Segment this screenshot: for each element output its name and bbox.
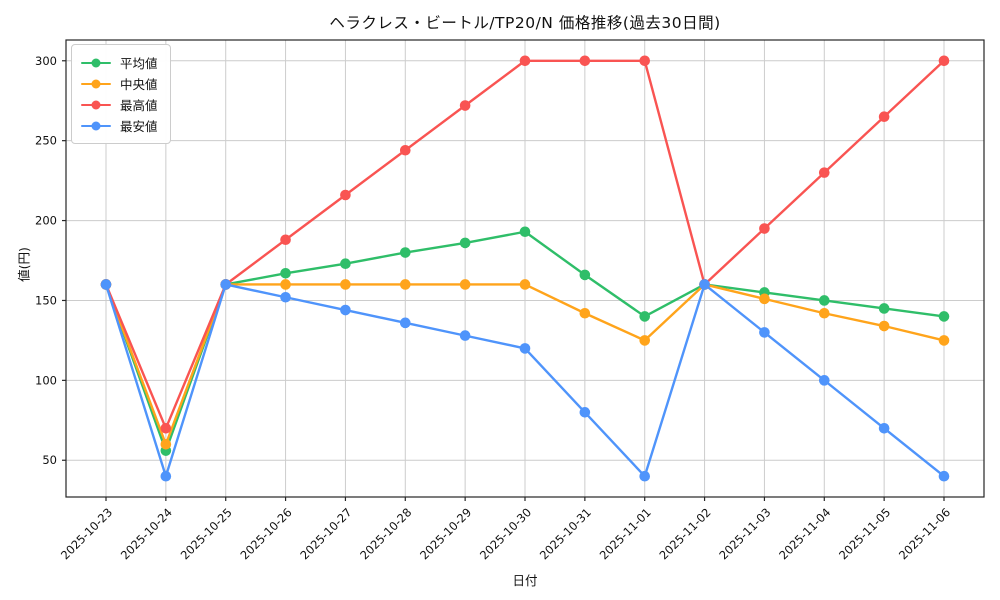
- x-tick-label: 2025-11-04: [776, 505, 833, 562]
- data-point-average: [878, 303, 890, 314]
- data-point-max: [280, 234, 291, 246]
- data-point-max: [160, 422, 172, 434]
- data-point-average: [579, 269, 591, 281]
- legend-item-median: 中央値: [81, 73, 158, 94]
- legend-item-average: 平均値: [81, 52, 158, 73]
- data-point-median: [938, 335, 950, 346]
- data-point-median: [579, 307, 591, 319]
- x-tick-label: 2025-10-28: [357, 505, 414, 562]
- x-tick-label: 2025-10-23: [58, 505, 115, 562]
- x-tick-label: 2025-11-05: [836, 505, 893, 562]
- x-tick-label: 2025-11-01: [597, 505, 654, 562]
- x-tick-label: 2025-11-02: [657, 505, 714, 562]
- data-point-min: [938, 470, 950, 482]
- data-point-max: [878, 111, 890, 122]
- tick-marks: [62, 60, 945, 501]
- data-point-average: [639, 311, 651, 322]
- data-point-min: [579, 407, 591, 418]
- data-point-min: [519, 343, 531, 354]
- y-tick-label: 100: [35, 373, 57, 387]
- data-point-min: [878, 422, 890, 434]
- legend-label-average: 平均値: [120, 56, 158, 71]
- data-point-min: [459, 330, 471, 341]
- data-point-median: [759, 293, 770, 305]
- series-min: [100, 279, 950, 482]
- x-tick-label: 2025-10-24: [118, 505, 175, 562]
- data-point-median: [160, 438, 172, 450]
- data-point-average: [340, 258, 351, 270]
- data-point-max: [639, 55, 651, 67]
- x-tick-label: 2025-11-03: [716, 505, 773, 562]
- y-tick-label: 300: [35, 54, 57, 68]
- x-tick-label: 2025-10-30: [477, 505, 534, 562]
- data-point-average: [459, 237, 471, 249]
- legend-dot-icon: [91, 121, 101, 130]
- legend-dot-icon: [91, 100, 101, 109]
- data-point-max: [938, 55, 950, 67]
- y-tick-label: 150: [35, 293, 57, 307]
- x-axis-label: 日付: [512, 573, 538, 588]
- data-point-max: [579, 55, 591, 67]
- data-point-min: [759, 327, 770, 338]
- legend-swatch-min: [81, 121, 111, 130]
- data-point-min: [699, 279, 710, 290]
- x-tick-label: 2025-10-25: [178, 505, 235, 562]
- data-point-min: [100, 279, 112, 290]
- data-point-min: [280, 291, 291, 303]
- data-point-max: [519, 55, 531, 67]
- data-point-median: [399, 279, 411, 290]
- data-point-max: [459, 100, 471, 111]
- data-point-max: [399, 144, 411, 156]
- legend-swatch-average: [81, 58, 111, 67]
- data-point-max: [759, 223, 770, 234]
- legend-label-min: 最安値: [120, 119, 158, 134]
- grid: [66, 40, 984, 497]
- data-point-median: [878, 320, 890, 332]
- data-point-min: [340, 304, 351, 316]
- data-point-min: [639, 470, 651, 482]
- legend-item-max: 最高値: [81, 94, 158, 115]
- data-point-max: [818, 167, 830, 178]
- legend-label-max: 最高値: [120, 98, 158, 113]
- data-point-max: [340, 189, 351, 201]
- y-tick-label: 200: [35, 214, 57, 228]
- data-point-average: [938, 311, 950, 322]
- data-point-min: [818, 375, 830, 386]
- data-point-median: [280, 279, 291, 290]
- data-point-median: [818, 307, 830, 319]
- x-tick-label: 2025-10-26: [238, 505, 295, 562]
- data-point-median: [639, 335, 651, 346]
- data-point-median: [519, 279, 531, 290]
- y-axis-label: 値(円): [16, 247, 32, 282]
- y-tick-label: 250: [35, 134, 57, 148]
- x-tick-label: 2025-10-29: [417, 505, 474, 562]
- data-point-average: [280, 267, 291, 279]
- data-point-median: [459, 279, 471, 290]
- x-tick-label: 2025-11-06: [896, 505, 953, 562]
- x-tick-label: 2025-10-27: [297, 505, 354, 562]
- legend-swatch-max: [81, 100, 111, 109]
- data-point-average: [519, 226, 531, 238]
- legend-dot-icon: [91, 58, 101, 67]
- legend: 平均値中央値最高値最安値: [71, 44, 171, 144]
- y-tick-label: 50: [42, 453, 57, 467]
- chart-title: ヘラクレス・ビートル/TP20/N 価格推移(過去30日間): [329, 14, 721, 32]
- legend-label-median: 中央値: [120, 77, 158, 92]
- legend-item-min: 最安値: [81, 115, 158, 136]
- legend-swatch-median: [81, 79, 111, 88]
- data-point-median: [340, 279, 351, 290]
- data-point-min: [220, 279, 232, 290]
- data-point-min: [399, 317, 411, 329]
- data-point-min: [160, 470, 172, 482]
- x-tick-label: 2025-10-31: [537, 505, 594, 562]
- legend-dot-icon: [91, 79, 101, 88]
- data-point-average: [399, 247, 411, 258]
- data-point-average: [818, 295, 830, 306]
